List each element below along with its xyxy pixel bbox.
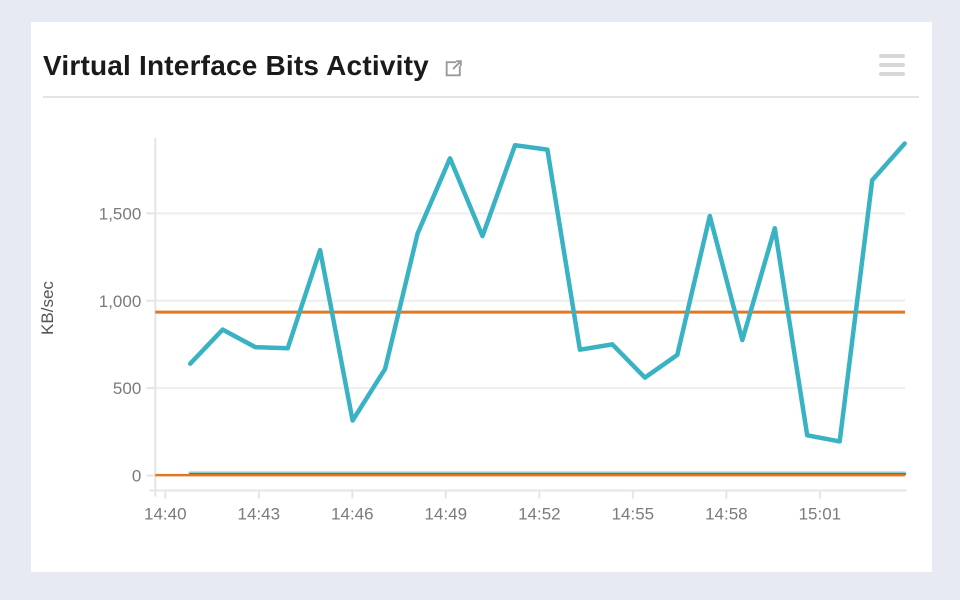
main-series: [187, 141, 907, 444]
x-tick-label: 14:46: [331, 505, 374, 524]
x-tick-label: 14:49: [425, 505, 468, 524]
y-tick-label: 0: [132, 467, 141, 486]
hamburger-bar: [879, 54, 905, 58]
series-line-primary-teal: [187, 141, 907, 444]
y-tick-label: 1,500: [99, 204, 142, 223]
hamburger-bar: [879, 72, 905, 76]
x-tick-label: 14:40: [144, 505, 187, 524]
hamburger-menu-icon[interactable]: [879, 54, 905, 76]
reference-lines: [155, 310, 905, 477]
axes: [146, 138, 907, 499]
tick-labels: 0 500 1,000 1,500 14:40 14:43 14:46 14:49 14:52 1…: [99, 204, 841, 523]
x-tick-label: 15:01: [799, 505, 842, 524]
card-header: Virtual Interface Bits Activity: [43, 38, 920, 94]
y-tick-label: 500: [113, 379, 141, 398]
chart-title: Virtual Interface Bits Activity: [43, 50, 429, 81]
y-tick-label: 1,000: [99, 292, 142, 311]
header-divider: [43, 96, 919, 98]
external-link-icon[interactable]: [443, 58, 464, 79]
chart-card: Virtual Interface Bits Activity: [31, 22, 932, 572]
x-tick-label: 14:58: [705, 505, 748, 524]
x-tick-label: 14:55: [612, 505, 655, 524]
x-tick-label: 14:43: [238, 505, 281, 524]
x-tick-label: 14:52: [518, 505, 561, 524]
hamburger-bar: [879, 63, 905, 67]
